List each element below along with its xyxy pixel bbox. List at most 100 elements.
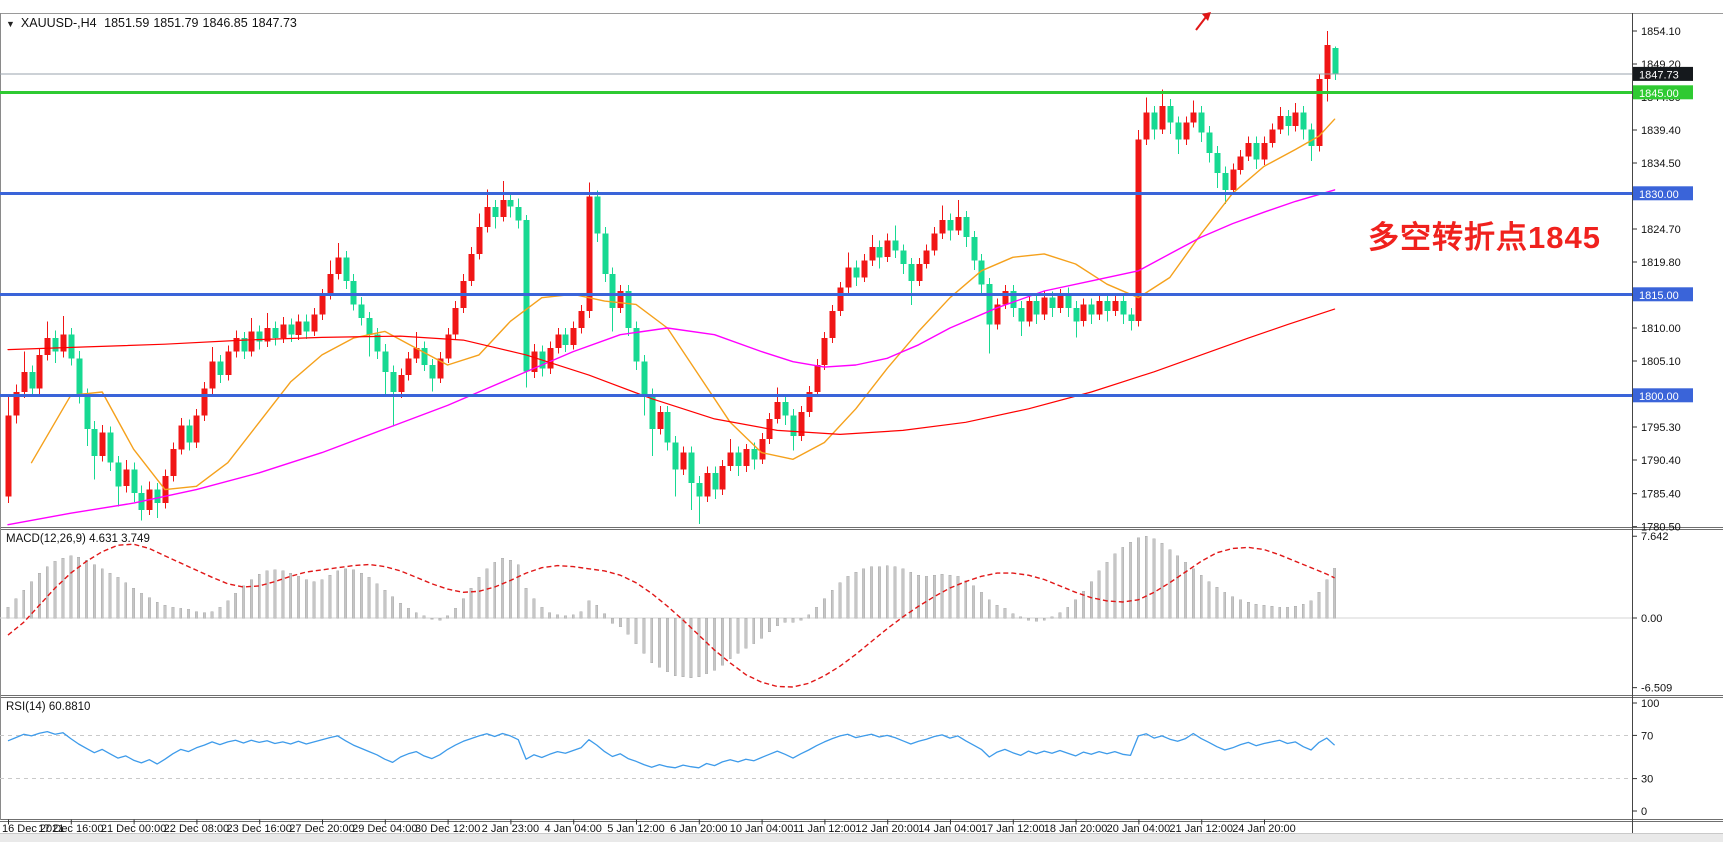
price-level-tag-label: 1830.00: [1639, 189, 1679, 201]
candle-body: [688, 452, 695, 483]
candle-body: [594, 196, 601, 234]
candle-body: [343, 257, 350, 281]
macd-tick-label: -6.509: [1641, 683, 1672, 695]
macd-histogram-bar: [297, 576, 300, 619]
price-level-tag[interactable]: [1633, 388, 1693, 403]
rsi-tick-label: 70: [1641, 730, 1653, 742]
price-tick-label: 1854.10: [1641, 26, 1681, 38]
macd-histogram-bar: [77, 556, 81, 619]
price-level-tag[interactable]: [1633, 287, 1693, 302]
candle-body: [178, 425, 185, 450]
candle-body: [335, 257, 342, 275]
ma-mid-line: [7, 189, 1336, 526]
candle-body: [735, 452, 742, 467]
macd-histogram-bar: [265, 570, 269, 619]
candle-body: [280, 324, 287, 339]
candle-body: [1143, 112, 1150, 140]
candle-body: [358, 304, 365, 318]
candle-body: [437, 358, 444, 379]
macd-histogram-bar: [1301, 603, 1305, 619]
time-tick-label: 17 Dec 16:00: [38, 823, 103, 835]
candle-body: [476, 227, 483, 254]
macd-histogram-bar: [1191, 568, 1195, 619]
candle-body: [869, 247, 876, 261]
macd-histogram-bar: [1160, 542, 1164, 619]
rsi-tick-label: 30: [1641, 774, 1653, 786]
candle-body: [374, 334, 381, 352]
macd-histogram-bar: [516, 564, 520, 619]
macd-histogram-bar: [1278, 607, 1282, 619]
macd-histogram-bar: [257, 573, 261, 619]
macd-histogram-bar: [862, 568, 866, 619]
candle-body: [452, 307, 459, 335]
candle-body: [413, 348, 420, 359]
macd-histogram-bar: [1019, 616, 1023, 619]
candle-body: [1065, 294, 1072, 308]
macd-histogram-bar: [815, 607, 818, 619]
time-tick-label: 14 Jan 04:00: [918, 823, 982, 835]
macd-histogram-bar: [6, 607, 10, 619]
macd-histogram-bar: [1136, 537, 1140, 619]
price-tick-label: 1805.10: [1641, 356, 1681, 368]
macd-histogram-bar: [38, 572, 41, 619]
macd-histogram-bar: [100, 568, 104, 619]
macd-histogram-bar: [744, 617, 748, 649]
candle-body: [625, 291, 632, 328]
price-level-tag[interactable]: [1633, 85, 1693, 100]
price-tick-label: 1824.70: [1641, 224, 1681, 236]
macd-histogram-bar: [477, 577, 481, 619]
candle-body: [492, 206, 499, 217]
macd-histogram-bar: [987, 599, 991, 619]
candle-body: [955, 216, 962, 231]
macd-histogram-bar: [391, 596, 394, 619]
macd-tick-label: 0.00: [1641, 613, 1662, 625]
ohlc-open: 1851.59: [104, 16, 150, 30]
macd-histogram-bar: [587, 600, 591, 619]
time-tick-label: 27 Dec 20:00: [289, 823, 354, 835]
window-bottom-strip: [0, 833, 1723, 842]
price-level-tag[interactable]: [1633, 66, 1693, 81]
macd-histogram-bar: [995, 605, 999, 619]
macd-histogram-bar: [1027, 617, 1030, 621]
macd-histogram-bar: [1262, 605, 1266, 619]
candle-body: [861, 260, 868, 278]
candle-body: [743, 449, 750, 466]
macd-histogram-bar: [1050, 616, 1054, 619]
candle-body: [892, 240, 899, 251]
symbol-dropdown-icon[interactable]: ▼: [6, 19, 15, 29]
macd-histogram-bar: [1089, 581, 1093, 619]
ma-slow-line: [7, 308, 1336, 435]
time-tick-label: 16 Dec 2021: [2, 823, 64, 835]
macd-histogram-bar: [618, 617, 622, 627]
candle-body: [853, 267, 860, 278]
macd-histogram-bar: [509, 560, 512, 619]
time-tick-label: 5 Jan 12:00: [607, 823, 665, 835]
macd-histogram-bar: [1058, 612, 1062, 619]
time-tick-label: 2 Jan 23:00: [482, 823, 540, 835]
candle-body: [1057, 294, 1064, 308]
candle-body: [1245, 142, 1252, 157]
candle-body: [798, 412, 805, 436]
price-level-tag[interactable]: [1633, 186, 1693, 201]
candle-body: [1277, 115, 1284, 130]
candle-body: [84, 395, 91, 429]
macd-histogram-bar: [30, 581, 33, 619]
macd-histogram-bar: [147, 597, 151, 619]
macd-histogram-bar: [1215, 586, 1219, 619]
macd-histogram-bar: [1113, 553, 1117, 619]
macd-histogram-bar: [1097, 570, 1101, 619]
candle-body: [602, 233, 609, 275]
macd-histogram-bar: [1042, 617, 1046, 621]
macd-histogram-bar: [736, 617, 740, 654]
candle-body: [657, 412, 664, 429]
macd-histogram-bar: [304, 579, 308, 619]
candle-body: [578, 311, 585, 328]
candle-body: [131, 469, 138, 493]
macd-histogram-bar: [352, 569, 355, 619]
candle-body: [303, 321, 310, 332]
macd-histogram-bar: [242, 585, 245, 619]
macd-histogram-bar: [202, 612, 206, 619]
candle-body: [209, 361, 216, 389]
rsi-current-value: 60.8810: [48, 701, 91, 713]
